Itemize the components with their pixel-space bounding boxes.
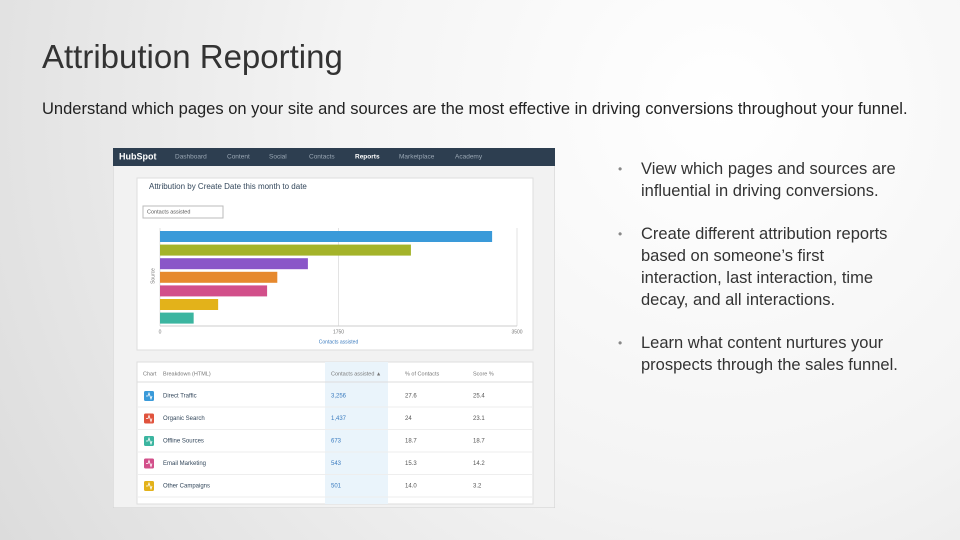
row-name: Email Marketing [163,461,206,467]
row-value: 18.7 [405,439,417,445]
row-name: Offline Sources [163,439,204,445]
report-title: Attribution by Create Date this month to… [149,182,307,191]
bar [160,299,219,310]
nav-bar [113,148,555,166]
row-value: 543 [331,461,342,467]
bar [160,285,268,297]
bar [160,271,278,283]
row-name: Direct Traffic [163,394,197,400]
row-value: 501 [331,484,342,490]
bar [160,244,411,256]
slide-subtitle: Understand which pages on your site and … [42,100,908,118]
row-value: 673 [331,439,342,445]
row-icon-glyph [146,481,153,491]
bullet: View which pages and sources are influen… [618,158,908,202]
screenshot: HubSpot Dashboard Content Social Contacts Rep… [113,148,555,508]
row-value: 1,437 [331,416,347,422]
bar [160,258,308,270]
row-value: 3.2 [473,484,482,490]
nav-item: Social [269,154,287,161]
bullet: Create different attribution reports bas… [618,223,908,311]
x-tick-label: 1750 [333,329,344,335]
row-value: 14.0 [405,484,417,490]
x-tick-label: 0 [159,329,162,335]
nav-item: Reports [355,154,380,161]
row-value: 27.6 [405,394,417,400]
row-value: 18.7 [473,439,485,445]
table-header: % of Contacts [405,371,439,377]
row-value: 23.1 [473,416,485,422]
nav-item: Academy [455,154,483,161]
bar [160,231,493,242]
y-axis-label: Source [150,268,156,284]
nav-item: Contacts [309,154,335,161]
table-header: Contacts assisted ▲ [331,371,381,377]
row-value: 15.3 [405,461,417,467]
logo: HubSpot [119,151,157,161]
bullet: Learn what content nurtures your prospec… [618,332,908,376]
nav-item: Marketplace [399,154,435,161]
row-value: 3,256 [331,394,347,400]
dropdown [142,205,224,219]
row-icon-glyph [146,414,153,423]
x-axis-label: Contacts assisted [319,339,359,345]
sorted-column [325,362,388,504]
row-value: 24 [405,416,412,422]
row-value: 14.2 [473,461,485,467]
dropdown-label: Contacts assisted [147,209,190,215]
row-icon-glyph [146,436,153,446]
bullet-list: View which pages and sources are influen… [618,158,908,397]
nav-item: Dashboard [175,154,207,161]
row-icon-glyph [146,459,153,468]
row-value: 25.4 [473,394,485,400]
x-tick-label: 3500 [511,329,522,335]
table-header: Chart [143,371,157,377]
row-icon-glyph [146,391,153,401]
nav-item: Content [227,154,250,161]
table-header: Breakdown (HTML) [163,371,211,377]
bar [160,312,194,324]
row-name: Other Campaigns [163,484,210,490]
table-header: Score % [473,371,494,377]
row-name: Organic Search [163,416,205,422]
slide-title: Attribution Reporting [42,38,343,75]
